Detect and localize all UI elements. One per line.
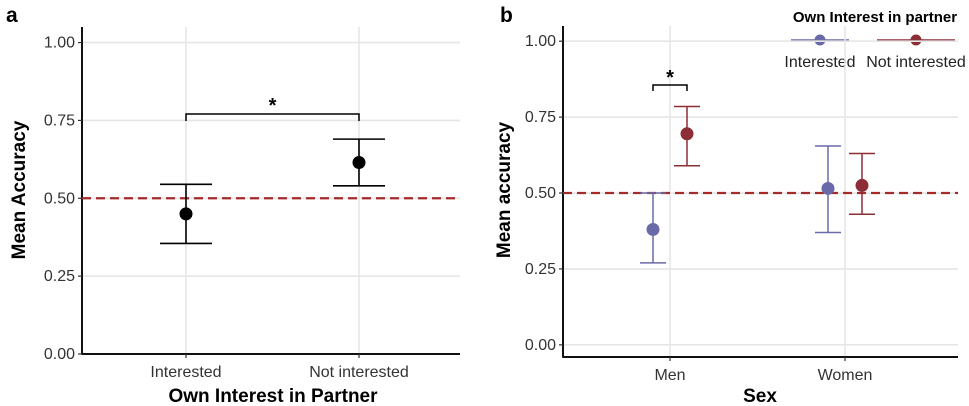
panel-a-y-tick-label: 0.50 [44, 190, 75, 207]
panel-a-x-axis-title: Own Interest in Partner [168, 386, 378, 406]
panel-a-significance-star: * [269, 95, 277, 117]
panel-b-point [855, 178, 869, 192]
panel-a-x-tick-label: Interested [150, 364, 221, 381]
panel-a-y-tick-label: 0.75 [44, 112, 75, 129]
panel-a-y-tick-label: 1.00 [44, 35, 75, 52]
panel-b-significance-star: * [666, 67, 674, 89]
panel-b-y-tick-label: 1.00 [525, 33, 556, 50]
panel-b-y-axis-title: Mean accuracy [494, 121, 515, 258]
legend-title: Own Interest in partner [793, 9, 957, 26]
panel-a-plot: 0.00 0.25 0.50 0.75 1.00 Interested Not intere… [44, 27, 460, 381]
panel-a-y-tick-label: 0.25 [44, 268, 75, 285]
legend-interested-label: Interested [784, 54, 855, 71]
panel-b-point [646, 222, 660, 236]
panel-b-y-tick-label: 0.50 [525, 185, 556, 202]
panel-a-point [352, 155, 366, 169]
panel-a-x-tick-label: Not interested [309, 364, 409, 381]
legend-not-interested-marker [910, 34, 922, 46]
legend-interested-marker [814, 34, 826, 46]
panel-b-point [821, 181, 835, 195]
panel-a-y-tick-label: 0.00 [44, 346, 75, 363]
panel-b-y-tick-label: 0.25 [525, 261, 556, 278]
panel-a-significance-bracket [185, 113, 360, 121]
panel-b-significance-bracket [652, 84, 688, 91]
panel-b-letter: b [500, 4, 513, 27]
panel-a-y-axis-title: Mean Accuracy [9, 120, 30, 259]
panel-b-y-tick-label: 0.00 [525, 337, 556, 354]
legend-item-not-interested: Not interested [866, 34, 966, 71]
panel-b-x-tick-label: Women [818, 367, 873, 384]
panel-b-x-axis-title: Sex [743, 386, 777, 406]
panel-b-plot: 0.00 0.25 0.50 0.75 1.00 Men Women * [525, 26, 958, 384]
panel-a-point [179, 207, 193, 221]
panel-b-y-tick-label: 0.75 [525, 109, 556, 126]
legend-not-interested-label: Not interested [866, 54, 966, 71]
panel-b-x-tick-label: Men [654, 367, 685, 384]
panel-a-letter: a [6, 4, 18, 27]
panel-b-point [680, 127, 694, 141]
legend-item-interested: Interested [784, 34, 856, 71]
